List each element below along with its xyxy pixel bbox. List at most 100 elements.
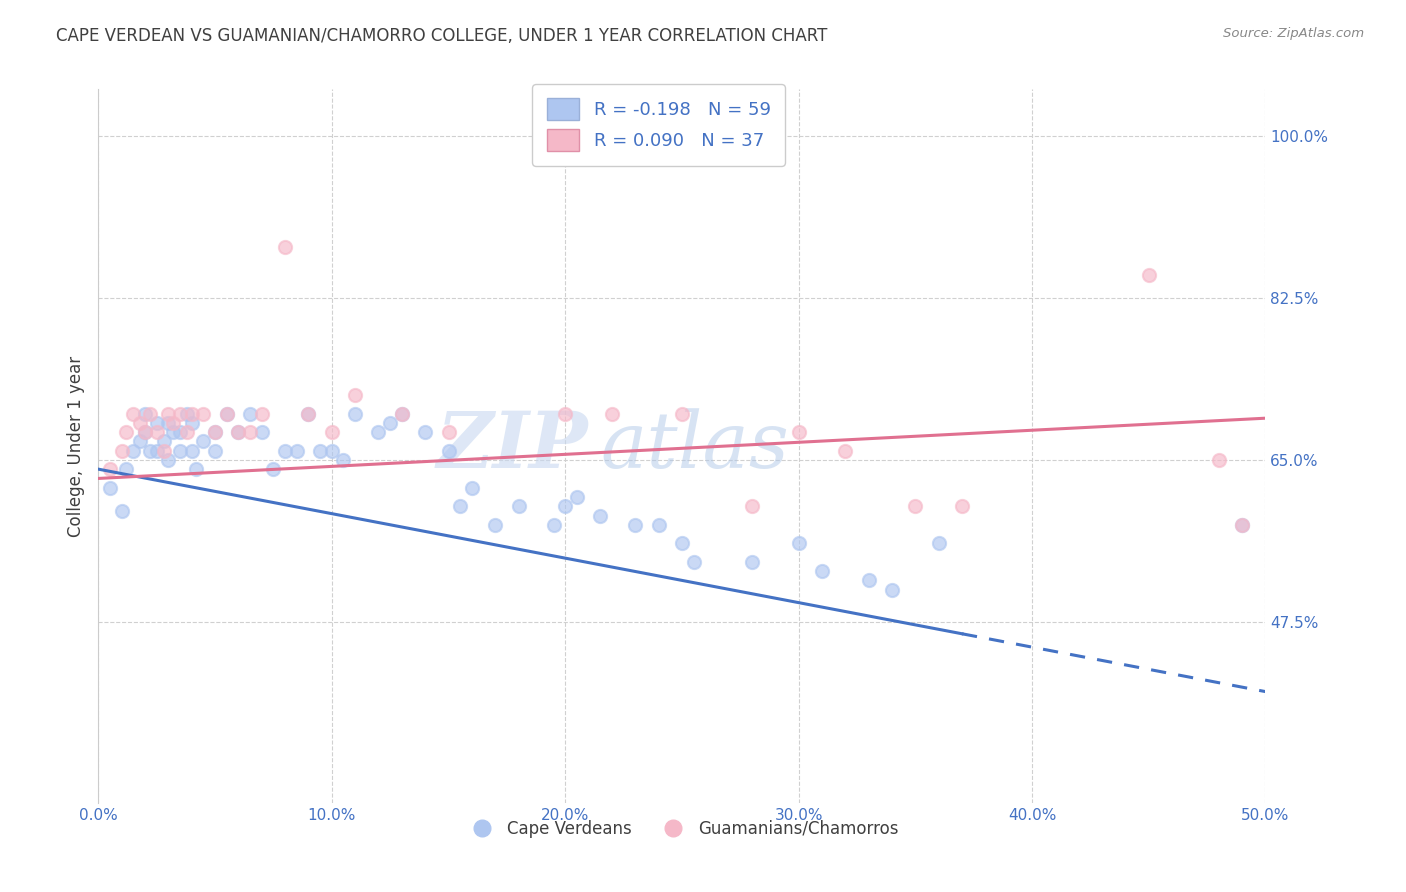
Point xyxy=(904,500,927,514)
Point xyxy=(204,425,226,439)
Point xyxy=(484,517,506,532)
Point xyxy=(228,425,250,439)
Text: Source: ZipAtlas.com: Source: ZipAtlas.com xyxy=(1223,27,1364,40)
Point xyxy=(950,500,973,514)
Point xyxy=(239,425,262,439)
Point xyxy=(437,425,460,439)
Point xyxy=(554,500,576,514)
Point xyxy=(180,407,202,421)
Point xyxy=(461,481,484,495)
Point xyxy=(139,407,162,421)
Point xyxy=(111,443,134,458)
Point xyxy=(262,462,284,476)
Point xyxy=(157,407,180,421)
Point xyxy=(115,462,138,476)
Point xyxy=(1230,517,1253,532)
Point xyxy=(169,425,191,439)
Legend: Cape Verdeans, Guamanians/Chamorros: Cape Verdeans, Guamanians/Chamorros xyxy=(458,814,905,845)
Point xyxy=(543,517,565,532)
Point xyxy=(344,388,367,402)
Point xyxy=(228,425,250,439)
Point xyxy=(437,443,460,458)
Point xyxy=(671,407,693,421)
Point xyxy=(787,425,810,439)
Text: atlas: atlas xyxy=(600,408,789,484)
Point xyxy=(129,434,152,449)
Point xyxy=(180,443,202,458)
Point xyxy=(215,407,238,421)
Point xyxy=(146,416,169,430)
Point xyxy=(508,500,530,514)
Y-axis label: College, Under 1 year: College, Under 1 year xyxy=(66,355,84,537)
Point xyxy=(554,407,576,421)
Point xyxy=(321,443,343,458)
Point xyxy=(134,425,156,439)
Point xyxy=(176,425,198,439)
Point xyxy=(367,425,389,439)
Point xyxy=(134,425,156,439)
Point xyxy=(391,407,413,421)
Point xyxy=(193,407,215,421)
Point xyxy=(1137,268,1160,282)
Point xyxy=(250,425,273,439)
Point xyxy=(157,416,180,430)
Point xyxy=(624,517,647,532)
Point xyxy=(344,407,367,421)
Point xyxy=(176,407,198,421)
Point xyxy=(169,443,191,458)
Point xyxy=(98,481,121,495)
Point xyxy=(589,508,612,523)
Point xyxy=(811,564,834,578)
Point xyxy=(380,416,402,430)
Point xyxy=(285,443,308,458)
Point xyxy=(111,504,134,518)
Point xyxy=(297,407,319,421)
Point xyxy=(152,434,174,449)
Point xyxy=(239,407,262,421)
Point xyxy=(146,425,169,439)
Point xyxy=(122,407,145,421)
Point xyxy=(600,407,623,421)
Point xyxy=(250,407,273,421)
Point xyxy=(169,407,191,421)
Point xyxy=(332,453,354,467)
Point xyxy=(180,416,202,430)
Point xyxy=(193,434,215,449)
Point xyxy=(204,425,226,439)
Point xyxy=(449,500,471,514)
Point xyxy=(321,425,343,439)
Point xyxy=(741,555,763,569)
Point xyxy=(152,443,174,458)
Point xyxy=(928,536,950,550)
Point xyxy=(274,240,297,254)
Point xyxy=(139,443,162,458)
Point xyxy=(834,443,856,458)
Point xyxy=(309,443,332,458)
Point xyxy=(741,500,763,514)
Point xyxy=(204,443,226,458)
Point xyxy=(274,443,297,458)
Point xyxy=(413,425,436,439)
Point xyxy=(146,443,169,458)
Point xyxy=(162,416,184,430)
Point xyxy=(565,490,588,504)
Point xyxy=(297,407,319,421)
Point xyxy=(647,517,669,532)
Point xyxy=(122,443,145,458)
Point xyxy=(186,462,208,476)
Point xyxy=(215,407,238,421)
Point xyxy=(162,425,184,439)
Point xyxy=(1208,453,1230,467)
Point xyxy=(129,416,152,430)
Point xyxy=(115,425,138,439)
Point xyxy=(682,555,704,569)
Point xyxy=(858,574,880,588)
Point xyxy=(787,536,810,550)
Text: CAPE VERDEAN VS GUAMANIAN/CHAMORRO COLLEGE, UNDER 1 YEAR CORRELATION CHART: CAPE VERDEAN VS GUAMANIAN/CHAMORRO COLLE… xyxy=(56,27,828,45)
Point xyxy=(98,462,121,476)
Text: ZIP: ZIP xyxy=(437,408,589,484)
Point xyxy=(157,453,180,467)
Point xyxy=(391,407,413,421)
Point xyxy=(134,407,156,421)
Point xyxy=(880,582,903,597)
